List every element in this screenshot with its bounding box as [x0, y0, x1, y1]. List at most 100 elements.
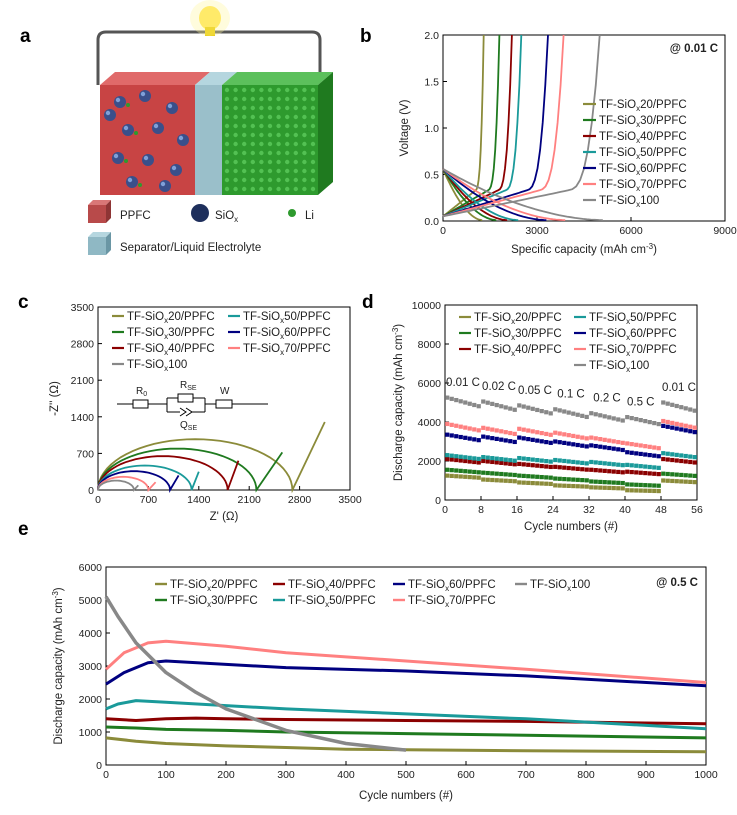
data-point: [467, 474, 472, 480]
charge-line: [442, 34, 565, 218]
data-point: [539, 458, 544, 463]
grid-bead: [302, 177, 307, 183]
nyquist-line: [97, 470, 180, 493]
x-tick-label: 40: [619, 504, 631, 516]
data-point: [683, 428, 688, 433]
data-point: [652, 445, 657, 450]
cpe-element: [179, 407, 193, 417]
data-point: [472, 456, 477, 461]
nyquist-line: [97, 464, 200, 491]
circuit-label-main: Q: [180, 420, 188, 431]
y-tick-label: 1400: [71, 412, 95, 424]
legend-sub: x: [636, 152, 640, 161]
data-point: [575, 484, 580, 489]
grid-bead: [224, 132, 230, 138]
legend-prefix: TF-SiO: [127, 327, 164, 339]
grid-bead: [293, 123, 298, 129]
data-point: [526, 428, 531, 433]
grid-bead: [276, 177, 281, 183]
grid-bead: [293, 186, 298, 192]
legend-suffix: 50/PPFC: [630, 312, 677, 324]
grid-bead: [285, 159, 290, 165]
legend-label: TF-SiOx40/PPFC: [599, 131, 687, 145]
legend-sub: x: [626, 333, 630, 342]
data-point: [530, 429, 535, 434]
data-point: [643, 483, 648, 488]
legend-suffix: 100: [571, 579, 590, 591]
data-point: [454, 423, 459, 428]
y-tick-label: 6000: [418, 378, 442, 390]
y-axis-label: Discharge capacity (mAh cm-3): [51, 587, 65, 744]
data-point: [674, 403, 679, 409]
grid-bead: [310, 150, 316, 156]
data-point: [638, 418, 643, 423]
data-point: [611, 485, 616, 491]
x-tick-label: 0: [95, 494, 101, 506]
data-point: [494, 460, 499, 465]
data-point: [575, 434, 580, 439]
data-point: [661, 471, 666, 476]
data-point: [544, 458, 549, 464]
li-dot: [124, 159, 128, 163]
legend-prefix: TF-SiO: [288, 595, 325, 607]
cluster-core: [114, 96, 126, 108]
legend-sub: x: [280, 332, 284, 341]
data-point: [521, 480, 526, 485]
data-point: [634, 442, 639, 447]
grid-bead: [250, 186, 255, 192]
legend-sub: x: [626, 349, 630, 358]
data-point: [647, 444, 652, 449]
legend-prefix: TF-SiO: [474, 328, 511, 340]
data-point: [580, 435, 585, 440]
cluster-highlight: [113, 153, 119, 159]
data-point: [553, 430, 558, 435]
data-point: [512, 462, 517, 467]
data-point: [490, 456, 495, 461]
data-point: [607, 480, 612, 485]
grid-bead: [302, 159, 307, 165]
data-point: [485, 400, 490, 405]
data-point: [616, 417, 621, 422]
data-point: [449, 473, 454, 479]
cluster-highlight: [178, 135, 184, 141]
data-point: [485, 477, 490, 482]
x-axis-label-sup: -3: [646, 242, 654, 251]
grid-bead: [259, 114, 264, 120]
x-tick-label: 24: [547, 504, 559, 516]
data-point: [463, 458, 468, 464]
sphere-blue-icon: [191, 204, 209, 222]
data-point: [508, 472, 513, 477]
data-point: [593, 485, 598, 490]
data-point: [661, 451, 666, 456]
x-tick-label: 3500: [338, 494, 362, 506]
data-point: [692, 460, 697, 465]
data-point: [503, 405, 508, 410]
data-point: [634, 451, 639, 456]
data-point: [589, 467, 594, 472]
data-point: [539, 474, 544, 480]
legend-label: TF-SiOx40/PPFC: [127, 343, 215, 357]
data-point: [517, 426, 522, 431]
data-point: [472, 469, 477, 475]
data-point: [485, 455, 490, 460]
data-point: [634, 470, 639, 475]
sio-cluster: [122, 124, 138, 136]
data-point: [512, 407, 517, 412]
data-point: [454, 457, 459, 463]
grid-bead: [293, 96, 298, 102]
data-point: [571, 483, 576, 489]
grid-bead: [250, 123, 255, 129]
data-point: [625, 482, 630, 487]
discharge-line: [442, 168, 566, 221]
grid-bead: [276, 123, 281, 129]
data-point: [512, 439, 517, 445]
data-point: [643, 470, 648, 476]
data-point: [629, 488, 634, 493]
data-point: [647, 488, 652, 493]
legend-sub: x: [511, 333, 515, 342]
data-point: [539, 481, 544, 486]
grid-bead: [224, 87, 230, 93]
data-point: [481, 477, 486, 482]
legend-prefix: TF-SiO: [243, 343, 280, 355]
data-point: [463, 435, 468, 440]
